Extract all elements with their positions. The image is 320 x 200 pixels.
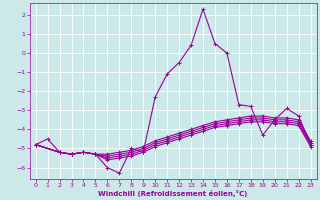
- X-axis label: Windchill (Refroidissement éolien,°C): Windchill (Refroidissement éolien,°C): [99, 190, 248, 197]
